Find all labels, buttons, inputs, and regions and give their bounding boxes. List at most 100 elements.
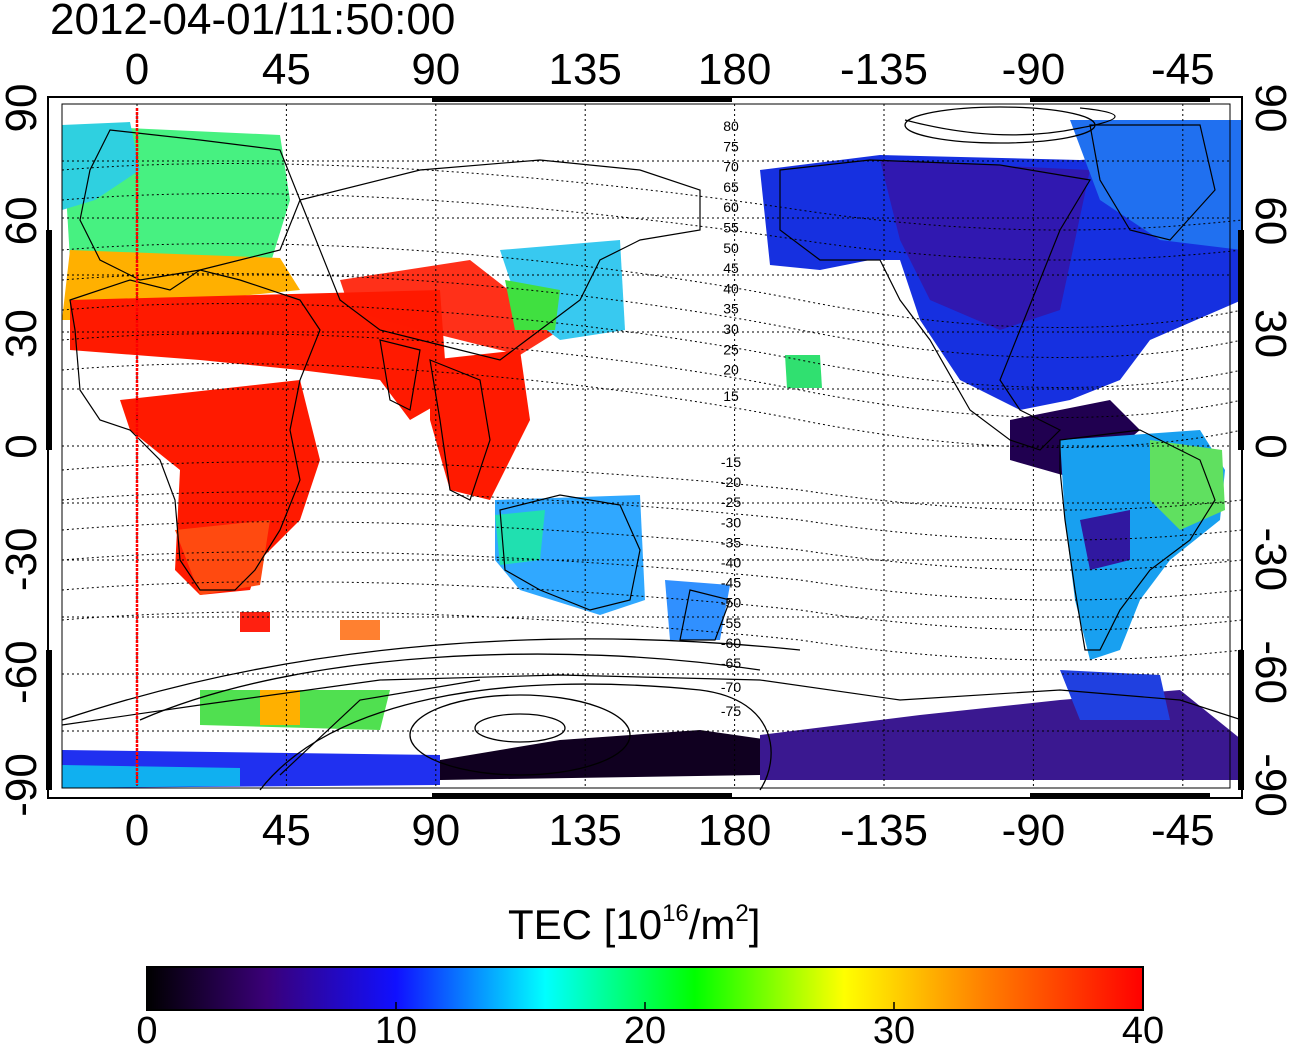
magnetic-latitude-label: 45 [723,260,739,276]
latitude-label: 90 [0,84,46,133]
longitude-label: -45 [1151,806,1215,855]
tec-patch-mideast [70,290,445,380]
colorbar-tick-label: 30 [872,1010,916,1052]
longitude-label: -45 [1151,45,1215,94]
longitude-labels-bottom: 0 45 90 135 180 -135 -90 -45 [125,806,1215,855]
tec-patch-brazil [1150,440,1225,530]
magnetic-latitude-label: -45 [721,575,741,591]
magnetic-latitude-label: -40 [721,555,741,571]
colorbar-title-main: TEC [10 [508,901,663,948]
longitude-label: 45 [262,806,311,855]
frame-ticks [46,96,1244,799]
latitude-label: 90 [1246,84,1292,133]
magnetic-latitude-label: -25 [721,494,741,510]
magnetic-latitude-label: 40 [723,280,739,296]
magnetic-latitude-label: -60 [721,635,741,651]
tec-patch-antarctica-purple [760,690,1242,780]
latitude-label: -90 [1246,753,1292,817]
colorbar-title-exp1: 16 [662,900,689,927]
tec-patch-canada-dark [880,160,1090,330]
longitude-label: -135 [840,45,928,94]
tec-patch-south-orange [260,690,300,725]
magnetic-latitude-label: 15 [723,388,739,404]
latitude-label: 0 [0,434,46,458]
colorbar-tick-label: 20 [623,1010,667,1052]
coastlines [61,107,1242,776]
latitude-label: -60 [1246,640,1292,704]
longitude-label: 135 [548,806,621,855]
magnetic-latitude-label: -15 [721,454,741,470]
tec-patch-indian-ocean [340,620,380,640]
latitude-labels-left: 90 60 30 0 -30 -60 -90 [0,84,46,817]
magnetic-latitude-label: 65 [723,179,739,195]
latitude-label: -30 [1246,528,1292,592]
latitude-label: 60 [1246,196,1292,245]
longitude-label: 180 [698,806,771,855]
colorbar-tick-marks [146,1002,1144,1010]
latitude-label: -60 [0,640,46,704]
tec-patch-japan-green [505,280,560,330]
magnetic-contours [61,163,1242,661]
colorbar-tick-label: 10 [374,1010,418,1052]
magnetic-latitude-label: 30 [723,321,739,337]
colorbar-tick-label: 40 [1121,1010,1165,1052]
magnetic-latitude-label: 50 [723,240,739,256]
magnetic-latitude-label: -75 [721,703,741,719]
magnetic-latitude-label: -55 [721,615,741,631]
longitude-label: -135 [840,806,928,855]
colorbar-title-mid: /m [688,901,736,948]
longitude-label: 180 [698,45,771,94]
colorbar-tick-label: 0 [136,1010,158,1052]
latitude-label: 30 [1246,309,1292,358]
longitude-label: 0 [125,45,149,94]
tec-patch-southafrica [175,520,270,595]
magnetic-latitude-label: 55 [723,220,739,236]
magnetic-latitude-label: 80 [723,118,739,134]
magnetic-latitude-label: -50 [721,595,741,611]
magnetic-latitude-label: 60 [723,199,739,215]
magnetic-latitude-label: 20 [723,362,739,378]
colorbar-title: TEC [1016/m2] [508,900,760,949]
magnetic-latitude-label: -30 [721,514,741,530]
magnetic-latitude-label: -70 [721,679,741,695]
magnetic-latitude-label: 35 [723,301,739,317]
colorbar-title-end: ] [748,901,761,948]
latitude-labels-right: 90 60 30 0 -30 -60 -90 [1246,84,1292,817]
longitude-label: 90 [411,45,460,94]
tec-patch-indian-ocean2 [240,612,270,632]
latitude-label: 30 [0,309,46,358]
magnetic-pole-contours [61,106,1096,791]
latitude-label: -90 [0,753,46,817]
magnetic-latitude-label: -35 [721,534,741,550]
magnetic-latitude-label: -65 [721,655,741,671]
magnetic-latitude-label: -20 [721,474,741,490]
tec-patch-india [375,320,445,420]
latitude-label: 0 [1246,434,1292,458]
plot-title: 2012-04-01/11:50:00 [50,0,456,44]
tec-patch-antarctica-dark [440,730,770,780]
latitude-label: -30 [0,528,46,592]
longitude-label: -90 [1002,45,1066,94]
magnetic-latitude-label: 70 [723,159,739,175]
tec-patch-africa [120,380,320,595]
map-inner-frame [61,103,1231,789]
tec-patch-nz [665,580,730,640]
magnetic-latitude-labels-south: -15 -20 -25 -30 -35 -40 -45 -50 -55 -60 -65 -70 -75 [721,454,741,719]
tec-patch-china [340,260,560,355]
colorbar-title-exp2: 2 [735,900,749,927]
tec-patch-australia-green [495,510,545,565]
tec-data-layer [62,120,1242,788]
magnetic-latitude-label: 25 [723,341,739,357]
magnetic-latitude-labels-north: 80 75 70 65 60 55 50 45 40 35 30 25 20 15 [723,118,739,404]
tec-patch-sa-dark [1080,510,1130,570]
longitude-label: 135 [548,45,621,94]
tec-patch-hawaii [785,355,822,388]
tec-patch-europe-cyan [62,122,140,210]
tec-patch-south-band-cyan [62,765,240,788]
longitude-label: 90 [411,806,460,855]
longitude-label: 45 [262,45,311,94]
latitude-label: 60 [0,196,46,245]
longitude-labels-top: 0 45 90 135 180 -135 -90 -45 [125,45,1215,94]
tec-patch-seasia [430,350,530,500]
